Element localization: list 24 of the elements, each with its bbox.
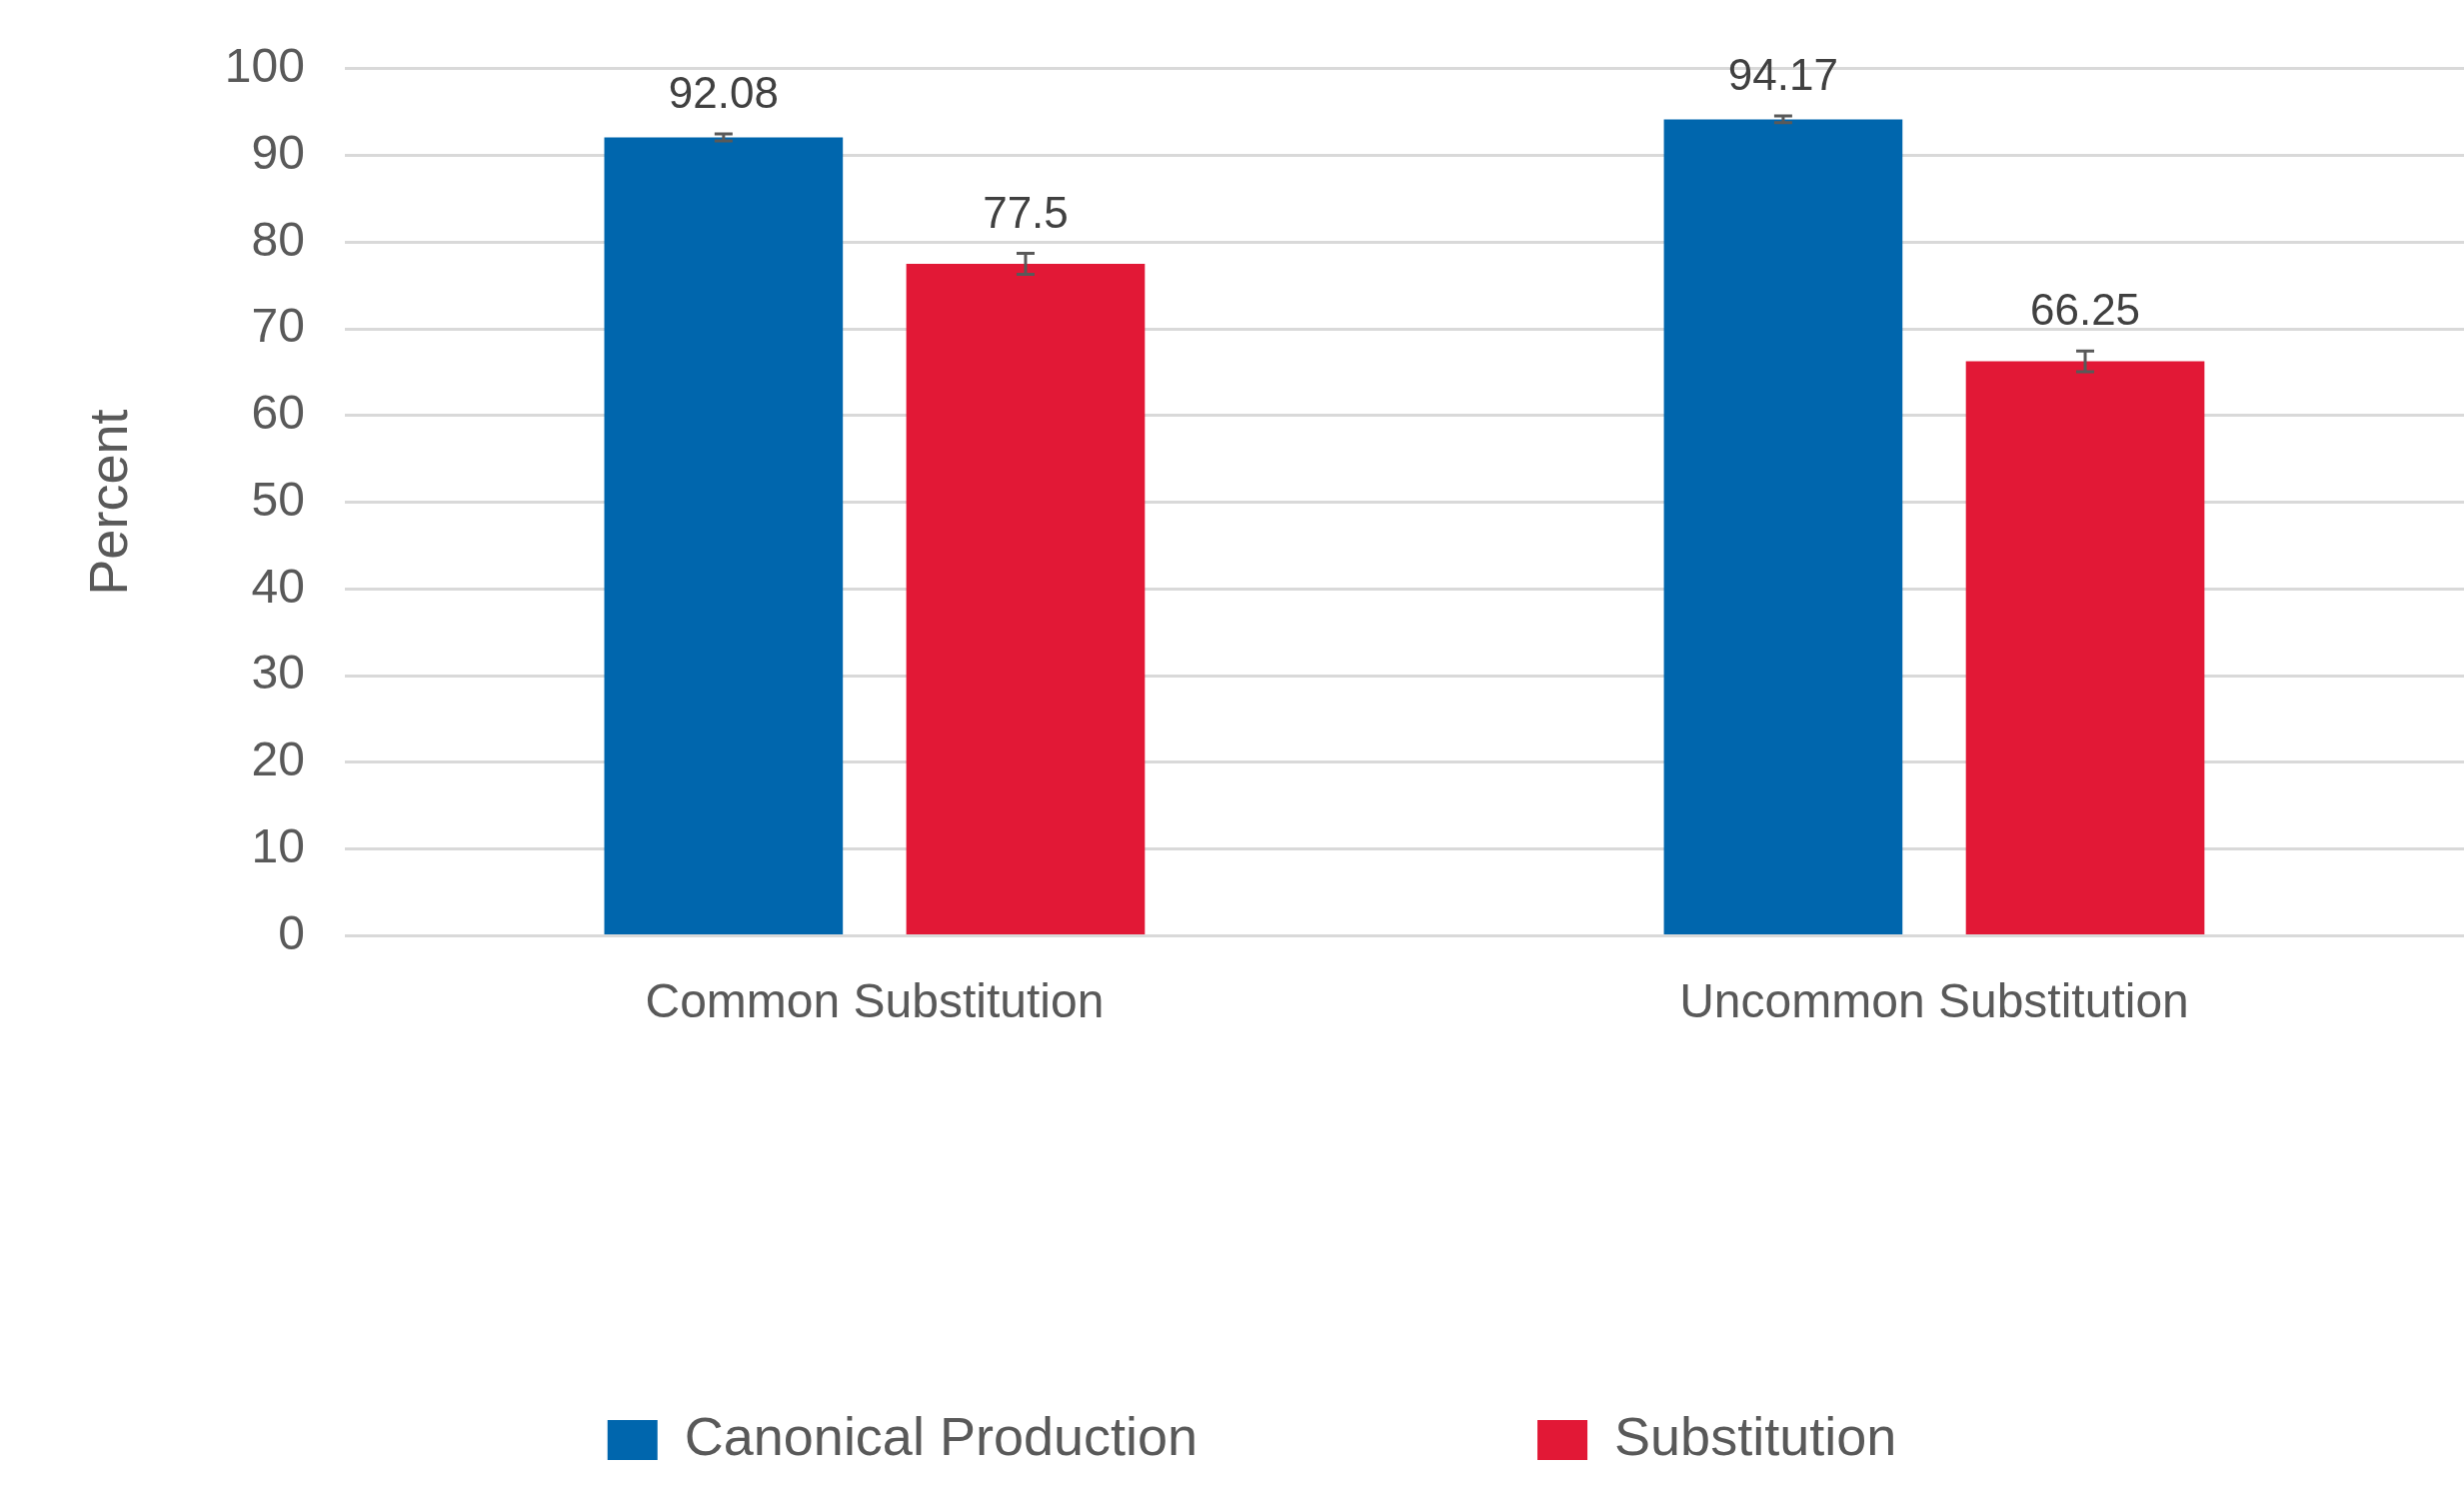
- data-label: 77.5: [983, 187, 1069, 237]
- y-tick-label: 90: [251, 125, 305, 179]
- legend-label: Canonical Production: [684, 1405, 1199, 1466]
- legend-label: Substitution: [1614, 1405, 1897, 1466]
- bar: [1663, 119, 1903, 934]
- data-label: 92.08: [668, 68, 779, 118]
- y-tick-label: 0: [278, 905, 305, 959]
- bar: [906, 264, 1146, 934]
- y-tick-label: 20: [251, 733, 305, 786]
- y-tick-label: 10: [251, 818, 305, 872]
- x-tick-label: Uncommon Substitution: [1679, 974, 2189, 1028]
- y-tick-label: 40: [251, 559, 305, 613]
- y-tick-label: 80: [251, 212, 305, 266]
- y-tick-label: 30: [251, 646, 305, 700]
- data-label: 94.17: [1727, 50, 1838, 100]
- y-tick-label: 100: [224, 39, 305, 93]
- y-tick-label: 70: [251, 299, 305, 353]
- x-tick-label: Common Substitution: [645, 974, 1105, 1028]
- y-tick-label: 60: [251, 386, 305, 440]
- data-label: 66.25: [2029, 285, 2141, 335]
- bar: [604, 137, 844, 934]
- bar: [1965, 361, 2205, 934]
- y-axis-title: Percent: [78, 409, 139, 596]
- y-tick-label: 50: [251, 472, 305, 526]
